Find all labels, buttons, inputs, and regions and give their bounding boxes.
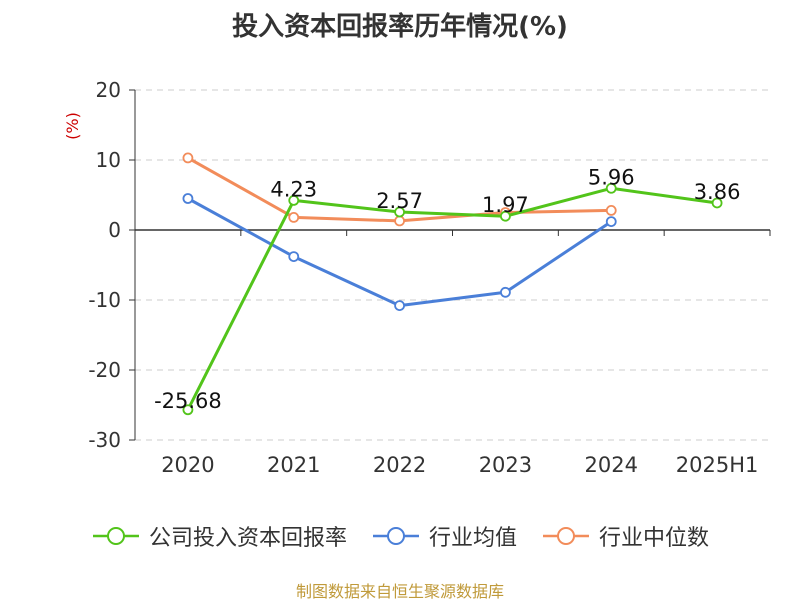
industry-average-series-point [500, 286, 511, 298]
legend-item-company[interactable]: 公司投入资本回报率 [91, 520, 347, 552]
legend: 公司投入资本回报率 行业均值 行业中位数 [0, 520, 800, 552]
legend-label: 公司投入资本回报率 [148, 526, 347, 551]
y-tick-label: -30 [88, 428, 121, 452]
x-tick-label: 2022 [373, 453, 426, 477]
y-tick-label: 0 [108, 218, 121, 242]
x-tick-label: 2025H1 [676, 453, 759, 477]
data-label: 1.97 [482, 193, 529, 217]
data-label: -25.68 [154, 389, 222, 413]
data-label: 2.57 [376, 189, 423, 213]
legend-item-industry-average[interactable]: 行业均值 [371, 520, 517, 552]
source-note: 制图数据来自恒生聚源数据库 [295, 582, 504, 601]
industry-average-series-point [182, 193, 194, 204]
industry-average-series-point [605, 216, 617, 228]
industry-average-series-point [394, 300, 405, 312]
chart-title: 投入资本回报率历年情况(%) [232, 12, 568, 42]
company-series-point [711, 197, 723, 209]
company-series-point [500, 210, 511, 222]
y-tick-label: 10 [96, 148, 121, 172]
company-series-point [394, 206, 405, 218]
x-tick-label: 2020 [161, 453, 214, 477]
company-series-line [186, 186, 718, 411]
legend-item-industry-median[interactable]: 行业中位数 [541, 520, 709, 552]
legend-line-icon [92, 527, 139, 545]
data-label: 5.96 [588, 165, 635, 189]
legend-line-icon [372, 527, 419, 545]
legend-line-icon [543, 527, 589, 545]
industry-median-series-point [394, 215, 405, 227]
company-series-point [288, 194, 300, 206]
data-label: 4.23 [270, 177, 317, 201]
data-label: 3.86 [694, 180, 741, 204]
x-tick-label: 2024 [585, 453, 638, 477]
industry-average-series-point [288, 251, 300, 263]
y-tick-label: 20 [96, 78, 121, 102]
company-series-point [182, 404, 194, 416]
x-tick-label: 2021 [267, 453, 320, 477]
y-axis-unit-label: (%) [63, 112, 82, 140]
y-tick-label: -10 [88, 288, 121, 312]
legend-label: 行业中位数 [599, 526, 710, 551]
y-tick-label: -20 [88, 358, 121, 382]
industry-median-series-point [182, 152, 194, 164]
company-series-point [605, 182, 617, 194]
industry-median-series-point [288, 211, 300, 223]
industry-median-series-point [605, 204, 617, 216]
legend-label: 行业均值 [428, 526, 517, 551]
x-tick-label: 2023 [479, 453, 532, 477]
